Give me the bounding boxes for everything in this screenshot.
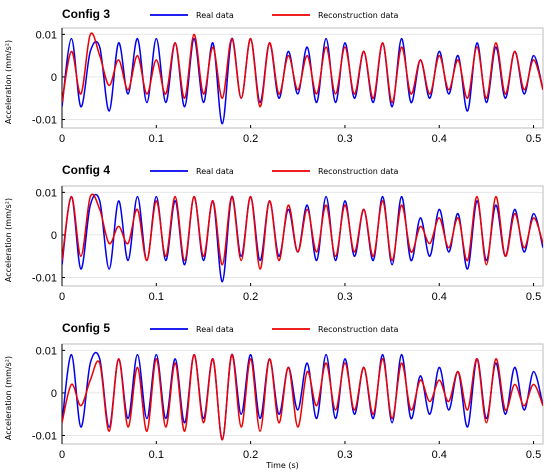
y-axis-label: Acceleration (mm/s²) [4, 198, 13, 282]
legend-label: Reconstruction data [318, 167, 399, 176]
x-tick-label: 0.1 [149, 291, 164, 303]
legend-item: Real data [150, 325, 234, 334]
chart-title: Config 4 [62, 163, 110, 177]
y-axis-label: Acceleration (mm/s²) [4, 356, 13, 440]
x-tick-label: 0.4 [432, 291, 447, 303]
x-tick-label: 0.5 [526, 291, 541, 303]
legend-label: Reconstruction data [318, 11, 399, 20]
legend-item: Real data [150, 11, 234, 20]
x-tick-label: 0.3 [337, 449, 352, 461]
x-tick-label: 0 [59, 133, 65, 145]
y-tick-label: 0.01 [36, 187, 57, 199]
legend-item: Real data [150, 167, 234, 176]
y-tick-label: 0 [51, 388, 57, 400]
chart-title: Config 5 [62, 321, 110, 335]
x-tick-label: 0.1 [149, 133, 164, 145]
legend-label: Reconstruction data [318, 325, 399, 334]
y-tick-label: -0.01 [32, 272, 57, 284]
y-tick-label: -0.01 [32, 430, 57, 442]
x-tick-label: 0.5 [526, 449, 541, 461]
legend-item: Reconstruction data [272, 167, 399, 176]
y-tick-label: 0 [51, 230, 57, 242]
x-tick-label: 0.4 [432, 449, 447, 461]
legend-label: Real data [196, 167, 234, 176]
legend-label: Real data [196, 11, 234, 20]
y-tick-label: -0.01 [32, 114, 57, 126]
x-tick-label: 0 [59, 291, 65, 303]
series-line-reconstruction-data [62, 353, 543, 441]
chart-title: Config 3 [62, 7, 110, 21]
x-tick-label: 0.2 [243, 449, 258, 461]
x-axis-label: Time (s) [265, 461, 299, 470]
y-axis-label: Acceleration (mm/s²) [4, 40, 13, 124]
y-tick-label: 0.01 [36, 29, 57, 41]
x-tick-label: 0.2 [243, 291, 258, 303]
x-tick-label: 0 [59, 449, 65, 461]
legend-item: Reconstruction data [272, 11, 399, 20]
y-tick-label: 0.01 [36, 345, 57, 357]
series-line-reconstruction-data [62, 193, 543, 270]
x-tick-label: 0.4 [432, 133, 447, 145]
y-tick-label: 0 [51, 72, 57, 84]
x-tick-label: 0.3 [337, 133, 352, 145]
legend-label: Real data [196, 325, 234, 334]
x-tick-label: 0.3 [337, 291, 352, 303]
legend-item: Reconstruction data [272, 325, 399, 334]
x-tick-label: 0.2 [243, 133, 258, 145]
x-tick-label: 0.5 [526, 133, 541, 145]
x-tick-label: 0.1 [149, 449, 164, 461]
series-line-reconstruction-data [62, 32, 543, 108]
